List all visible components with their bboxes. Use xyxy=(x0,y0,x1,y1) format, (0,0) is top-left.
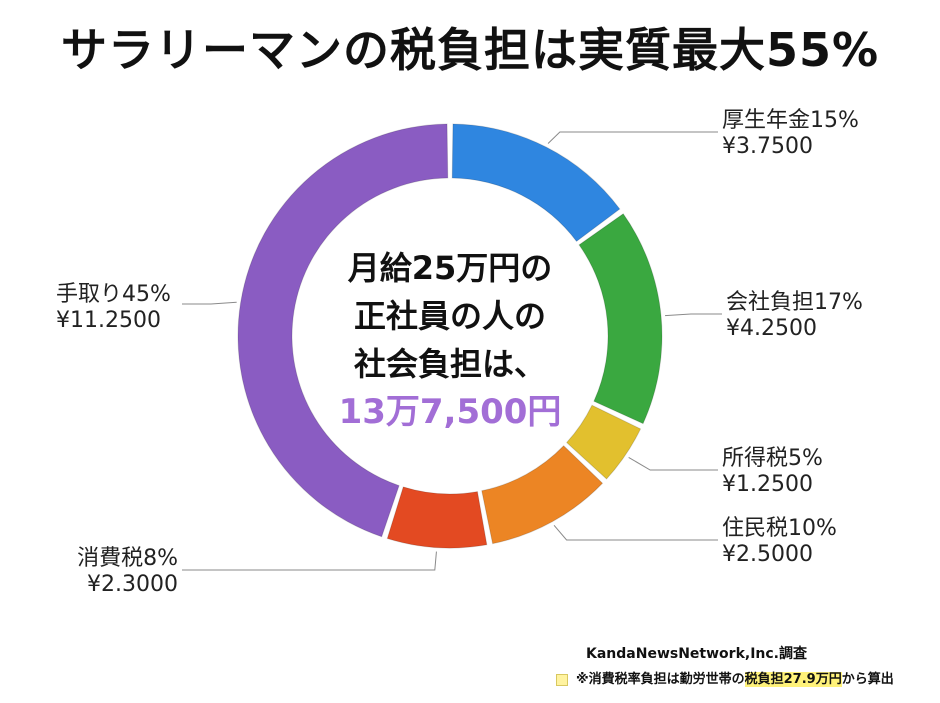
leader-line xyxy=(547,131,718,144)
leader-line xyxy=(182,301,237,305)
center-line-3: 社会負担は、 xyxy=(353,345,546,383)
label-shohizei-name: 消費税8% xyxy=(77,546,178,571)
label-shohizei-amount: ¥2.3000 xyxy=(87,572,178,597)
slice-kaisha-futan xyxy=(578,213,663,425)
center-amount: 13万7,500円 xyxy=(338,392,562,432)
slice-shohizei xyxy=(386,486,488,549)
label-kosei-nenkin: 厚生年金15% ¥3.7500 xyxy=(722,108,859,160)
label-kosei-nenkin-amount: ¥3.7500 xyxy=(722,134,813,159)
slice-shotokuzei xyxy=(565,404,642,480)
source-credit: KandaNewsNetwork,Inc.調査 xyxy=(586,646,807,662)
slice-juminzei xyxy=(481,445,604,545)
center-text: 月給25万円の 正社員の人の 社会負担は、 13万7,500円 xyxy=(300,244,600,436)
label-juminzei-amount: ¥2.5000 xyxy=(722,542,813,567)
leader-line xyxy=(665,313,722,317)
label-tedori: 手取り45% ¥11.2500 xyxy=(56,282,171,334)
label-shotokuzei: 所得税5% ¥1.2500 xyxy=(722,446,823,498)
leader-line xyxy=(553,524,718,541)
center-line-1: 月給25万円の xyxy=(347,249,553,287)
center-line-2: 正社員の人の xyxy=(353,297,546,335)
footnote-marker xyxy=(556,673,568,686)
footnote-suffix: から算出 xyxy=(841,672,894,687)
label-juminzei-name: 住民税10% xyxy=(722,516,837,541)
label-kosei-nenkin-name: 厚生年金15% xyxy=(722,108,859,133)
leader-line xyxy=(182,551,437,571)
label-shohizei: 消費税8% ¥2.3000 xyxy=(66,546,178,598)
chart-title: サラリーマンの税負担は実質最大55% xyxy=(60,23,880,77)
footnote-prefix: ※消費税率負担は勤労世帯の xyxy=(576,672,745,687)
footnote: ※消費税率負担は勤労世帯の税負担27.9万円から算出 xyxy=(556,668,894,687)
label-shotokuzei-amount: ¥1.2500 xyxy=(722,472,813,497)
label-juminzei: 住民税10% ¥2.5000 xyxy=(722,516,837,568)
label-kaisha-futan-amount: ¥4.2500 xyxy=(726,316,817,341)
label-tedori-amount: ¥11.2500 xyxy=(56,308,161,333)
label-shotokuzei-name: 所得税5% xyxy=(722,446,823,471)
label-kaisha-futan-name: 会社負担17% xyxy=(726,290,863,315)
label-tedori-name: 手取り45% xyxy=(56,282,171,307)
leader-line xyxy=(628,456,718,471)
footnote-highlight: 税負担27.9万円 xyxy=(744,672,842,687)
slice-kosei-nenkin xyxy=(451,123,621,243)
label-kaisha-futan: 会社負担17% ¥4.2500 xyxy=(726,290,863,342)
slice-tedori xyxy=(237,123,449,538)
